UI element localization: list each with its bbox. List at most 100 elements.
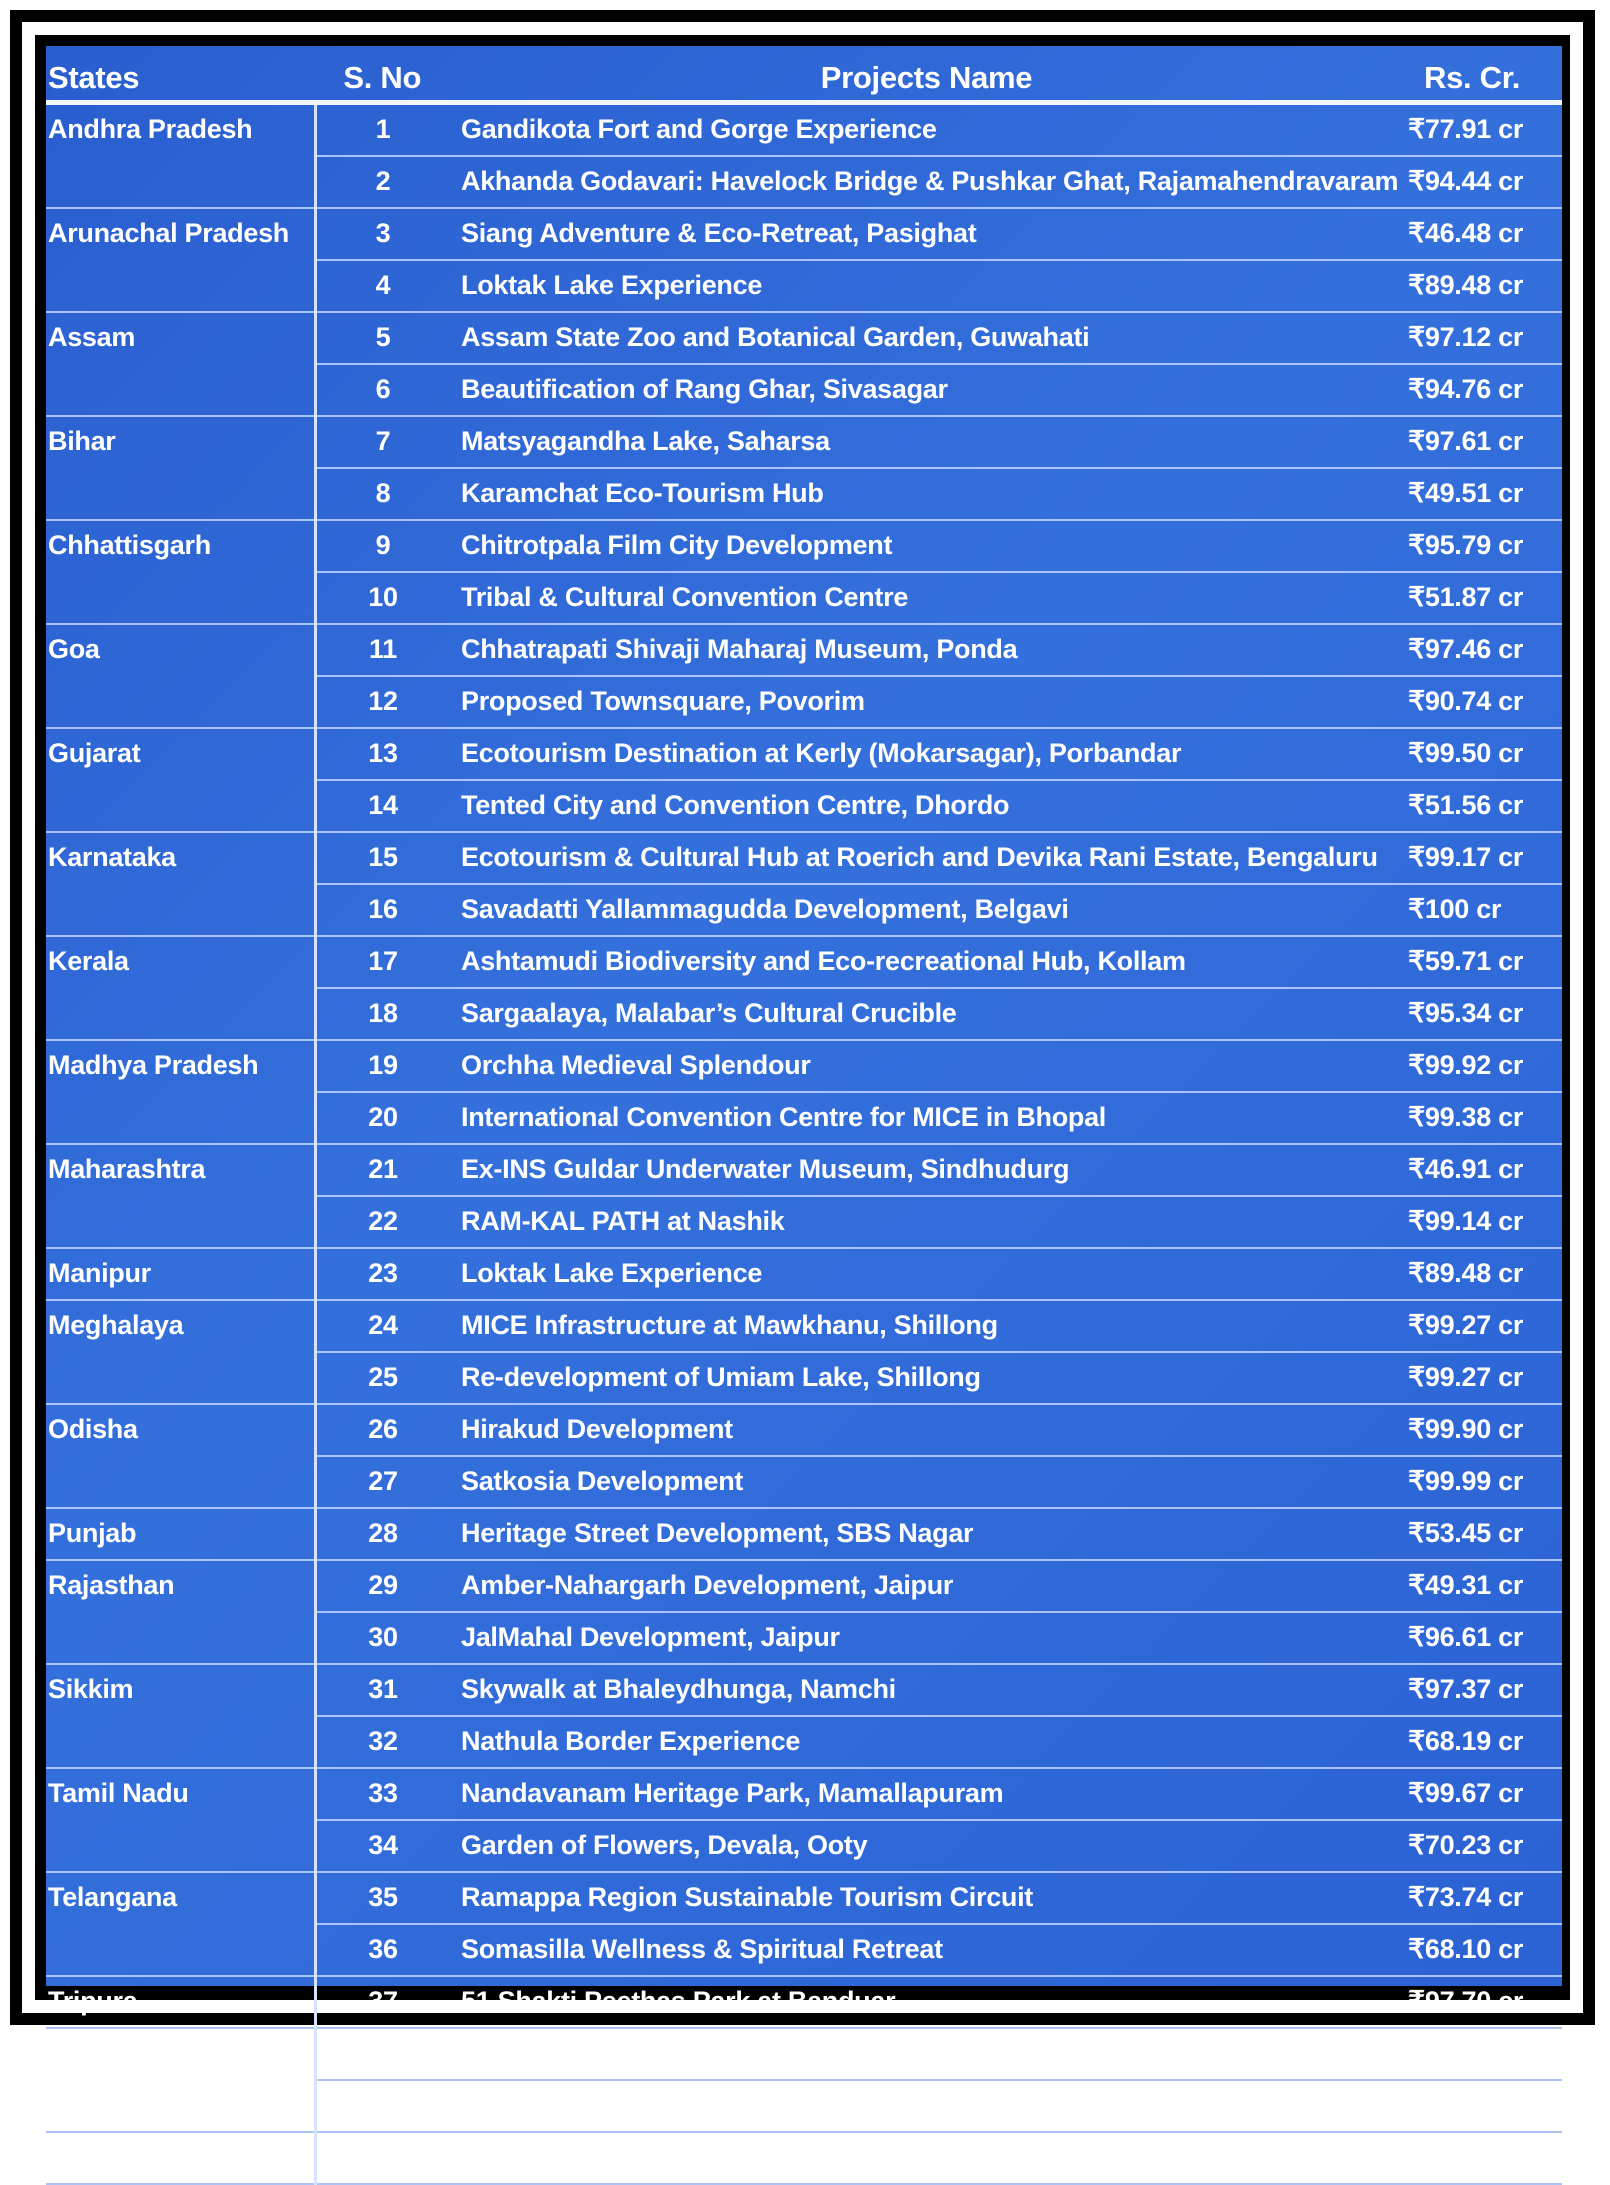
sno-cell: 25 xyxy=(315,1352,449,1405)
project-name-cell: Proposed Townsquare, Povorim xyxy=(449,676,1404,729)
cost-cell: ₹90.74 cr xyxy=(1404,676,1562,729)
project-name-cell: Assam State Zoo and Botanical Garden, Gu… xyxy=(449,312,1404,365)
table-row: Gujarat 13 Ecotourism Destination at Kerly… xyxy=(46,728,1562,833)
state-cell: Gujarat xyxy=(46,728,317,833)
table-row: 27 Satkosia Development ₹99.99 cr xyxy=(46,1456,1562,1509)
state-cell: Bihar xyxy=(46,416,317,521)
cost-cell: ₹99.27 cr xyxy=(1404,1352,1562,1405)
cost-cell: ₹89.48 cr xyxy=(1404,1248,1562,1301)
state-cell: Madhya Pradesh xyxy=(46,1040,317,1145)
table-row: Assam 5 Assam State Zoo and Botanical Gard… xyxy=(46,312,1562,417)
cost-cell: ₹51.56 cr xyxy=(1404,780,1562,833)
sno-cell: 32 xyxy=(315,1716,449,1769)
header-sno: S. No xyxy=(315,46,449,105)
cost-cell: ₹96.61 cr xyxy=(1404,1612,1562,1665)
sno-cell: 23 xyxy=(315,1248,449,1301)
project-name-cell: Skywalk at Bhaleydhunga, Namchi xyxy=(449,1664,1404,1717)
table-row: Sikkim 31 Skywalk at Bhaleydhunga, Namchi ₹… xyxy=(46,1664,1562,1769)
project-name-cell: Heritage Street Development, SBS Nagar xyxy=(449,1508,1404,1561)
sno-cell: 2 xyxy=(315,156,449,209)
cost-cell: ₹99.90 cr xyxy=(1404,1404,1562,1457)
table-row: Uttarakhand 40 Iconic City Rishikesh: Raft… xyxy=(46,2132,1562,2185)
project-name-cell: Nandavanam Heritage Park, Mamallapuram xyxy=(449,1768,1404,1821)
project-name-cell: Garden of Flowers, Devala, Ooty xyxy=(449,1820,1404,1873)
project-name-cell: Loktak Lake Experience xyxy=(449,1248,1404,1301)
table-row: Meghalaya 24 MICE Infrastructure at Mawkha… xyxy=(46,1300,1562,1405)
sno-cell: 15 xyxy=(315,832,449,885)
state-cell: Goa xyxy=(46,624,317,729)
state-cell: Tamil Nadu xyxy=(46,1768,317,1873)
project-name-cell: Ramappa Region Sustainable Tourism Circu… xyxy=(449,1872,1404,1925)
project-name-cell: Orchha Medieval Splendour xyxy=(449,1040,1404,1093)
sno-cell: 1 xyxy=(315,102,449,157)
sno-cell: 18 xyxy=(315,988,449,1041)
state-cell: Rajasthan xyxy=(46,1560,317,1665)
projects-table: States S. No Projects Name Rs. Cr. Andhr… xyxy=(46,46,1562,2185)
table-row: 32 Nathula Border Experience ₹68.19 cr xyxy=(46,1716,1562,1769)
cost-cell: ₹73.74 cr xyxy=(1404,1872,1562,1925)
cost-cell: ₹100.00 cr xyxy=(1404,2132,1562,2185)
sno-cell: 21 xyxy=(315,1144,449,1197)
table-row: 18 Sargaalaya, Malabar’s Cultural Crucibl… xyxy=(46,988,1562,1041)
table-row: 22 RAM-KAL PATH at Nashik ₹99.14 cr xyxy=(46,1196,1562,1249)
sno-cell: 36 xyxy=(315,1924,449,1977)
table-row: 34 Garden of Flowers, Devala, Ooty ₹70.23 … xyxy=(46,1820,1562,1873)
cost-cell: ₹95.34 cr xyxy=(1404,988,1562,1041)
sno-cell: 30 xyxy=(315,1612,449,1665)
project-name-cell: Karamchat Eco-Tourism Hub xyxy=(449,468,1404,521)
cost-cell: ₹94.76 cr xyxy=(1404,364,1562,417)
sno-cell: 35 xyxy=(315,1872,449,1925)
cost-cell: ₹49.31 cr xyxy=(1404,1560,1562,1613)
sno-cell: 27 xyxy=(315,1456,449,1509)
cost-cell: ₹59.71 cr xyxy=(1404,936,1562,989)
project-name-cell: RAM-KAL PATH at Nashik xyxy=(449,1196,1404,1249)
state-cell: Karnataka xyxy=(46,832,317,937)
table-row: 20 International Convention Centre for MI… xyxy=(46,1092,1562,1145)
sno-cell: 6 xyxy=(315,364,449,417)
cost-cell: ₹46.91 cr xyxy=(1404,1144,1562,1197)
cost-cell: ₹97.46 cr xyxy=(1404,624,1562,677)
sno-cell: 10 xyxy=(315,572,449,625)
cost-cell: ₹89.48 cr xyxy=(1404,260,1562,313)
sno-cell: 29 xyxy=(315,1560,449,1613)
table-body: Andhra Pradesh 1 Gandikota Fort and Gorge … xyxy=(46,102,1562,2185)
cost-cell: ₹46.48 cr xyxy=(1404,208,1562,261)
cost-cell: ₹99.99 cr xyxy=(1404,1456,1562,1509)
project-name-cell: Ex-INS Guldar Underwater Museum, Sindhud… xyxy=(449,1144,1404,1197)
table-panel: States S. No Projects Name Rs. Cr. Andhr… xyxy=(46,46,1562,2185)
sno-cell: 38 xyxy=(315,2028,449,2081)
sno-cell: 17 xyxy=(315,936,449,989)
project-name-cell: Ecotourism Destination at Kerly (Mokarsa… xyxy=(449,728,1404,781)
sno-cell: 34 xyxy=(315,1820,449,1873)
sno-cell: 22 xyxy=(315,1196,449,1249)
project-name-cell: Siang Adventure & Eco-Retreat, Pasighat xyxy=(449,208,1404,261)
project-name-cell: Chitrotpala Film City Development xyxy=(449,520,1404,573)
project-name-cell: Tented City and Convention Centre, Dhord… xyxy=(449,780,1404,833)
project-name-cell: Hirakud Development xyxy=(449,1404,1404,1457)
state-cell: Meghalaya xyxy=(46,1300,317,1405)
table-row: Madhya Pradesh 19 Orchha Medieval Splendou… xyxy=(46,1040,1562,1145)
cost-cell: ₹77.91 cr xyxy=(1404,102,1562,157)
project-name-cell: Ashtamudi Biodiversity and Eco-recreatio… xyxy=(449,936,1404,989)
sno-cell: 24 xyxy=(315,1300,449,1353)
table-row: Telangana 35 Ramappa Region Sustainable To… xyxy=(46,1872,1562,1977)
cost-cell: ₹97.12 cr xyxy=(1404,312,1562,365)
project-name-cell: JalMahal Development, Jaipur xyxy=(449,1612,1404,1665)
table-row: 2 Akhanda Godavari: Havelock Bridge & Pus… xyxy=(46,156,1562,209)
project-name-cell: Satkosia Development xyxy=(449,1456,1404,1509)
table-row: Karnataka 15 Ecotourism & Cultural Hub at … xyxy=(46,832,1562,937)
project-name-cell: Loktak Lake Experience xyxy=(449,260,1404,313)
cost-cell: ₹97.70 cr xyxy=(1404,1976,1562,2029)
state-cell: Maharashtra xyxy=(46,1144,317,1249)
cost-cell: ₹99.27 cr xyxy=(1404,1300,1562,1353)
project-name-cell: 51 Shakti Peethas Park at Banduar xyxy=(449,1976,1404,2029)
sno-cell: 7 xyxy=(315,416,449,469)
sno-cell: 20 xyxy=(315,1092,449,1145)
sno-cell: 33 xyxy=(315,1768,449,1821)
state-cell: Uttarakhand xyxy=(46,2132,317,2185)
cost-cell: ₹99.67 cr xyxy=(1404,1768,1562,1821)
table-row: 16 Savadatti Yallammagudda Development, B… xyxy=(46,884,1562,937)
cost-cell: ₹97.37 cr xyxy=(1404,1664,1562,1717)
state-cell: Manipur xyxy=(46,1248,317,1301)
state-cell: Telangana xyxy=(46,1872,317,1977)
